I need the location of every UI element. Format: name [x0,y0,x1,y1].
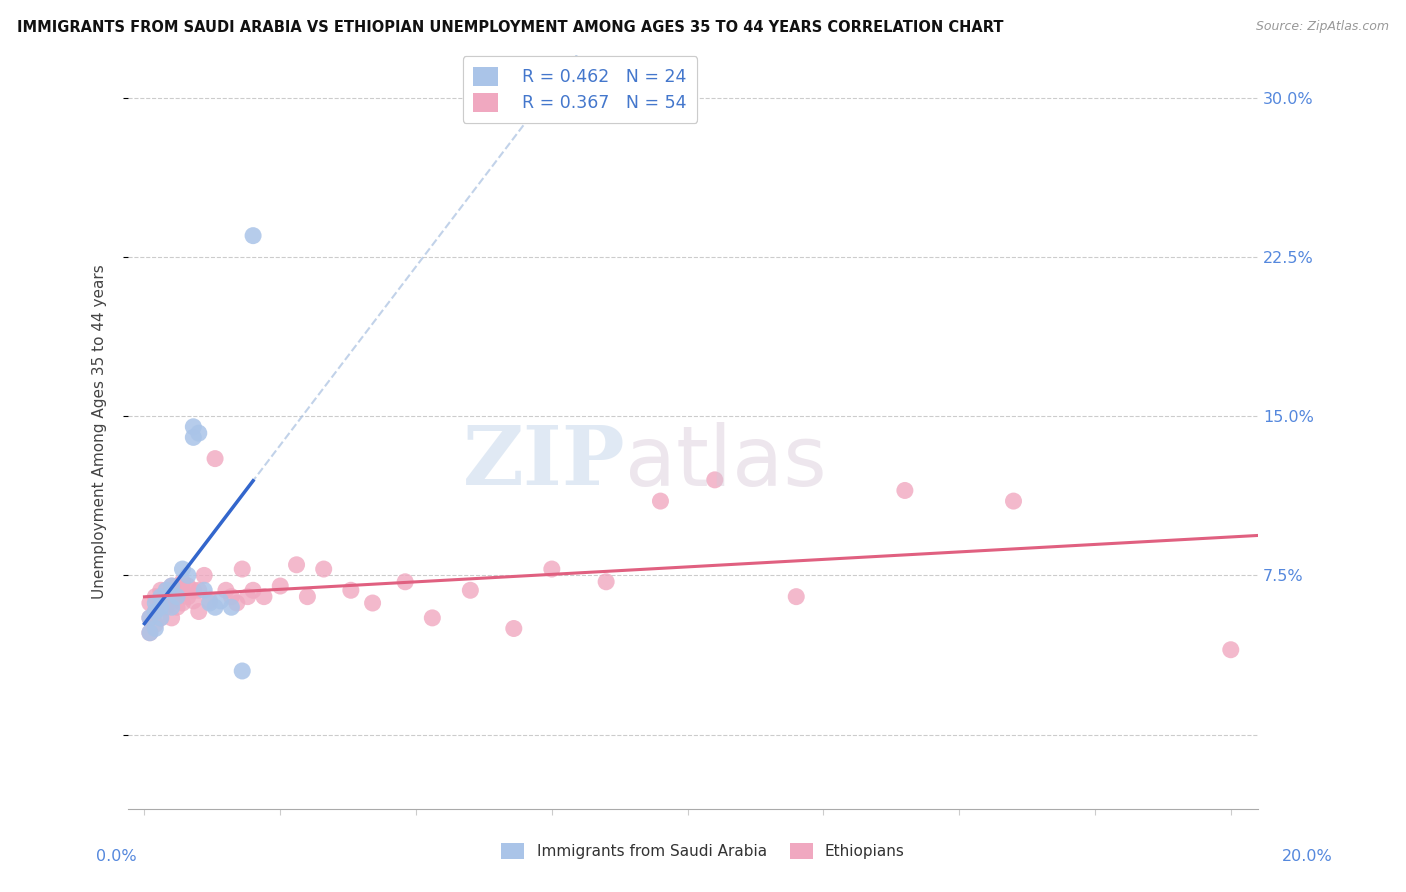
Point [340,583,363,598]
Point [183,430,205,444]
Point [143,605,166,619]
Point [187,605,209,619]
Point [160,600,183,615]
Point [193,583,215,598]
Point [420,611,443,625]
Point [172,583,194,598]
Point [177,568,200,582]
Y-axis label: Unemployment Among Ages 35 to 44 years: Unemployment Among Ages 35 to 44 years [93,265,107,599]
Point [703,473,725,487]
Point [285,558,308,572]
Point [139,611,162,625]
Point [785,590,807,604]
Point [160,579,183,593]
Point [204,451,226,466]
Text: 0.0%: 0.0% [96,849,136,864]
Point [221,590,243,604]
Point [166,579,188,593]
Point [172,596,194,610]
Text: Source: ZipAtlas.com: Source: ZipAtlas.com [1256,20,1389,33]
Point [312,562,335,576]
Point [149,611,172,625]
Point [242,228,264,243]
Point [160,611,183,625]
Point [209,594,232,608]
Point [149,596,172,610]
Point [149,583,172,598]
Point [139,596,162,610]
Point [231,562,253,576]
Point [297,590,319,604]
Point [172,562,194,576]
Point [143,590,166,604]
Point [139,611,162,625]
Point [198,594,221,608]
Point [149,600,172,615]
Text: IMMIGRANTS FROM SAUDI ARABIA VS ETHIOPIAN UNEMPLOYMENT AMONG AGES 35 TO 44 YEARS: IMMIGRANTS FROM SAUDI ARABIA VS ETHIOPIA… [17,20,1004,35]
Point [253,590,276,604]
Point [236,590,259,604]
Point [361,596,384,610]
Point [177,590,200,604]
Point [242,583,264,598]
Point [143,605,166,619]
Point [143,617,166,632]
Point [166,590,188,604]
Point [183,594,205,608]
Point [155,583,177,598]
Point [139,625,162,640]
Text: ZIP: ZIP [463,422,626,502]
Point [183,583,205,598]
Point [650,494,672,508]
Point [1219,642,1241,657]
Point [894,483,917,498]
Point [204,600,226,615]
Point [160,579,183,593]
Point [160,596,183,610]
Point [187,426,209,441]
Point [166,600,188,615]
Point [502,622,524,636]
Point [269,579,291,593]
Point [139,625,162,640]
Point [177,579,200,593]
Point [221,600,243,615]
Point [225,596,247,610]
Point [183,419,205,434]
Point [149,611,172,625]
Point [198,596,221,610]
Point [394,574,416,589]
Point [166,590,188,604]
Point [540,562,562,576]
Point [172,574,194,589]
Point [1002,494,1025,508]
Point [155,583,177,598]
Text: 20.0%: 20.0% [1282,849,1333,864]
Point [149,590,172,604]
Point [460,583,482,598]
Point [231,664,253,678]
Point [155,600,177,615]
Point [215,583,238,598]
Legend:   R = 0.462   N = 24,   R = 0.367   N = 54: R = 0.462 N = 24, R = 0.367 N = 54 [463,56,697,122]
Text: atlas: atlas [626,422,827,503]
Legend: Immigrants from Saudi Arabia, Ethiopians: Immigrants from Saudi Arabia, Ethiopians [494,835,912,866]
Point [193,568,215,582]
Point [143,596,166,610]
Point [187,583,209,598]
Point [595,574,617,589]
Point [143,622,166,636]
